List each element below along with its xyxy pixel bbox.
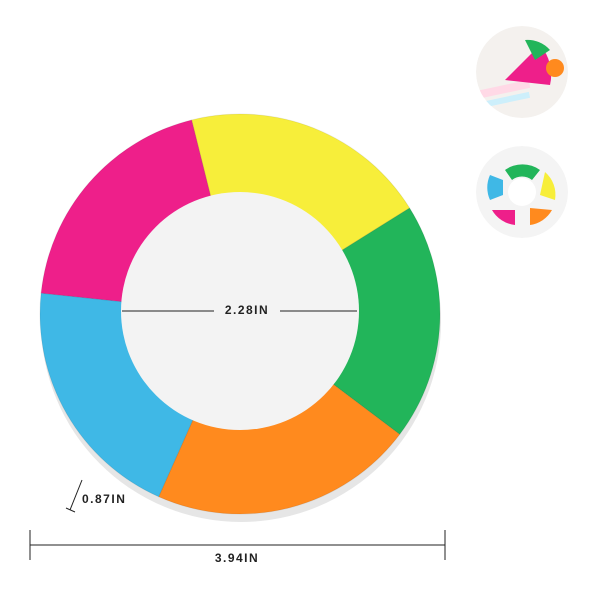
outer-diameter-label: 3.94IN xyxy=(215,551,259,565)
center-disc xyxy=(121,192,359,430)
thickness-line xyxy=(69,479,83,511)
thickness-end xyxy=(65,507,76,513)
thickness-label: 0.87IN xyxy=(82,492,126,506)
thumbnail[interactable] xyxy=(476,146,568,238)
thumbnail[interactable] xyxy=(476,26,568,118)
inner-diameter-label: 2.28IN xyxy=(225,303,269,317)
